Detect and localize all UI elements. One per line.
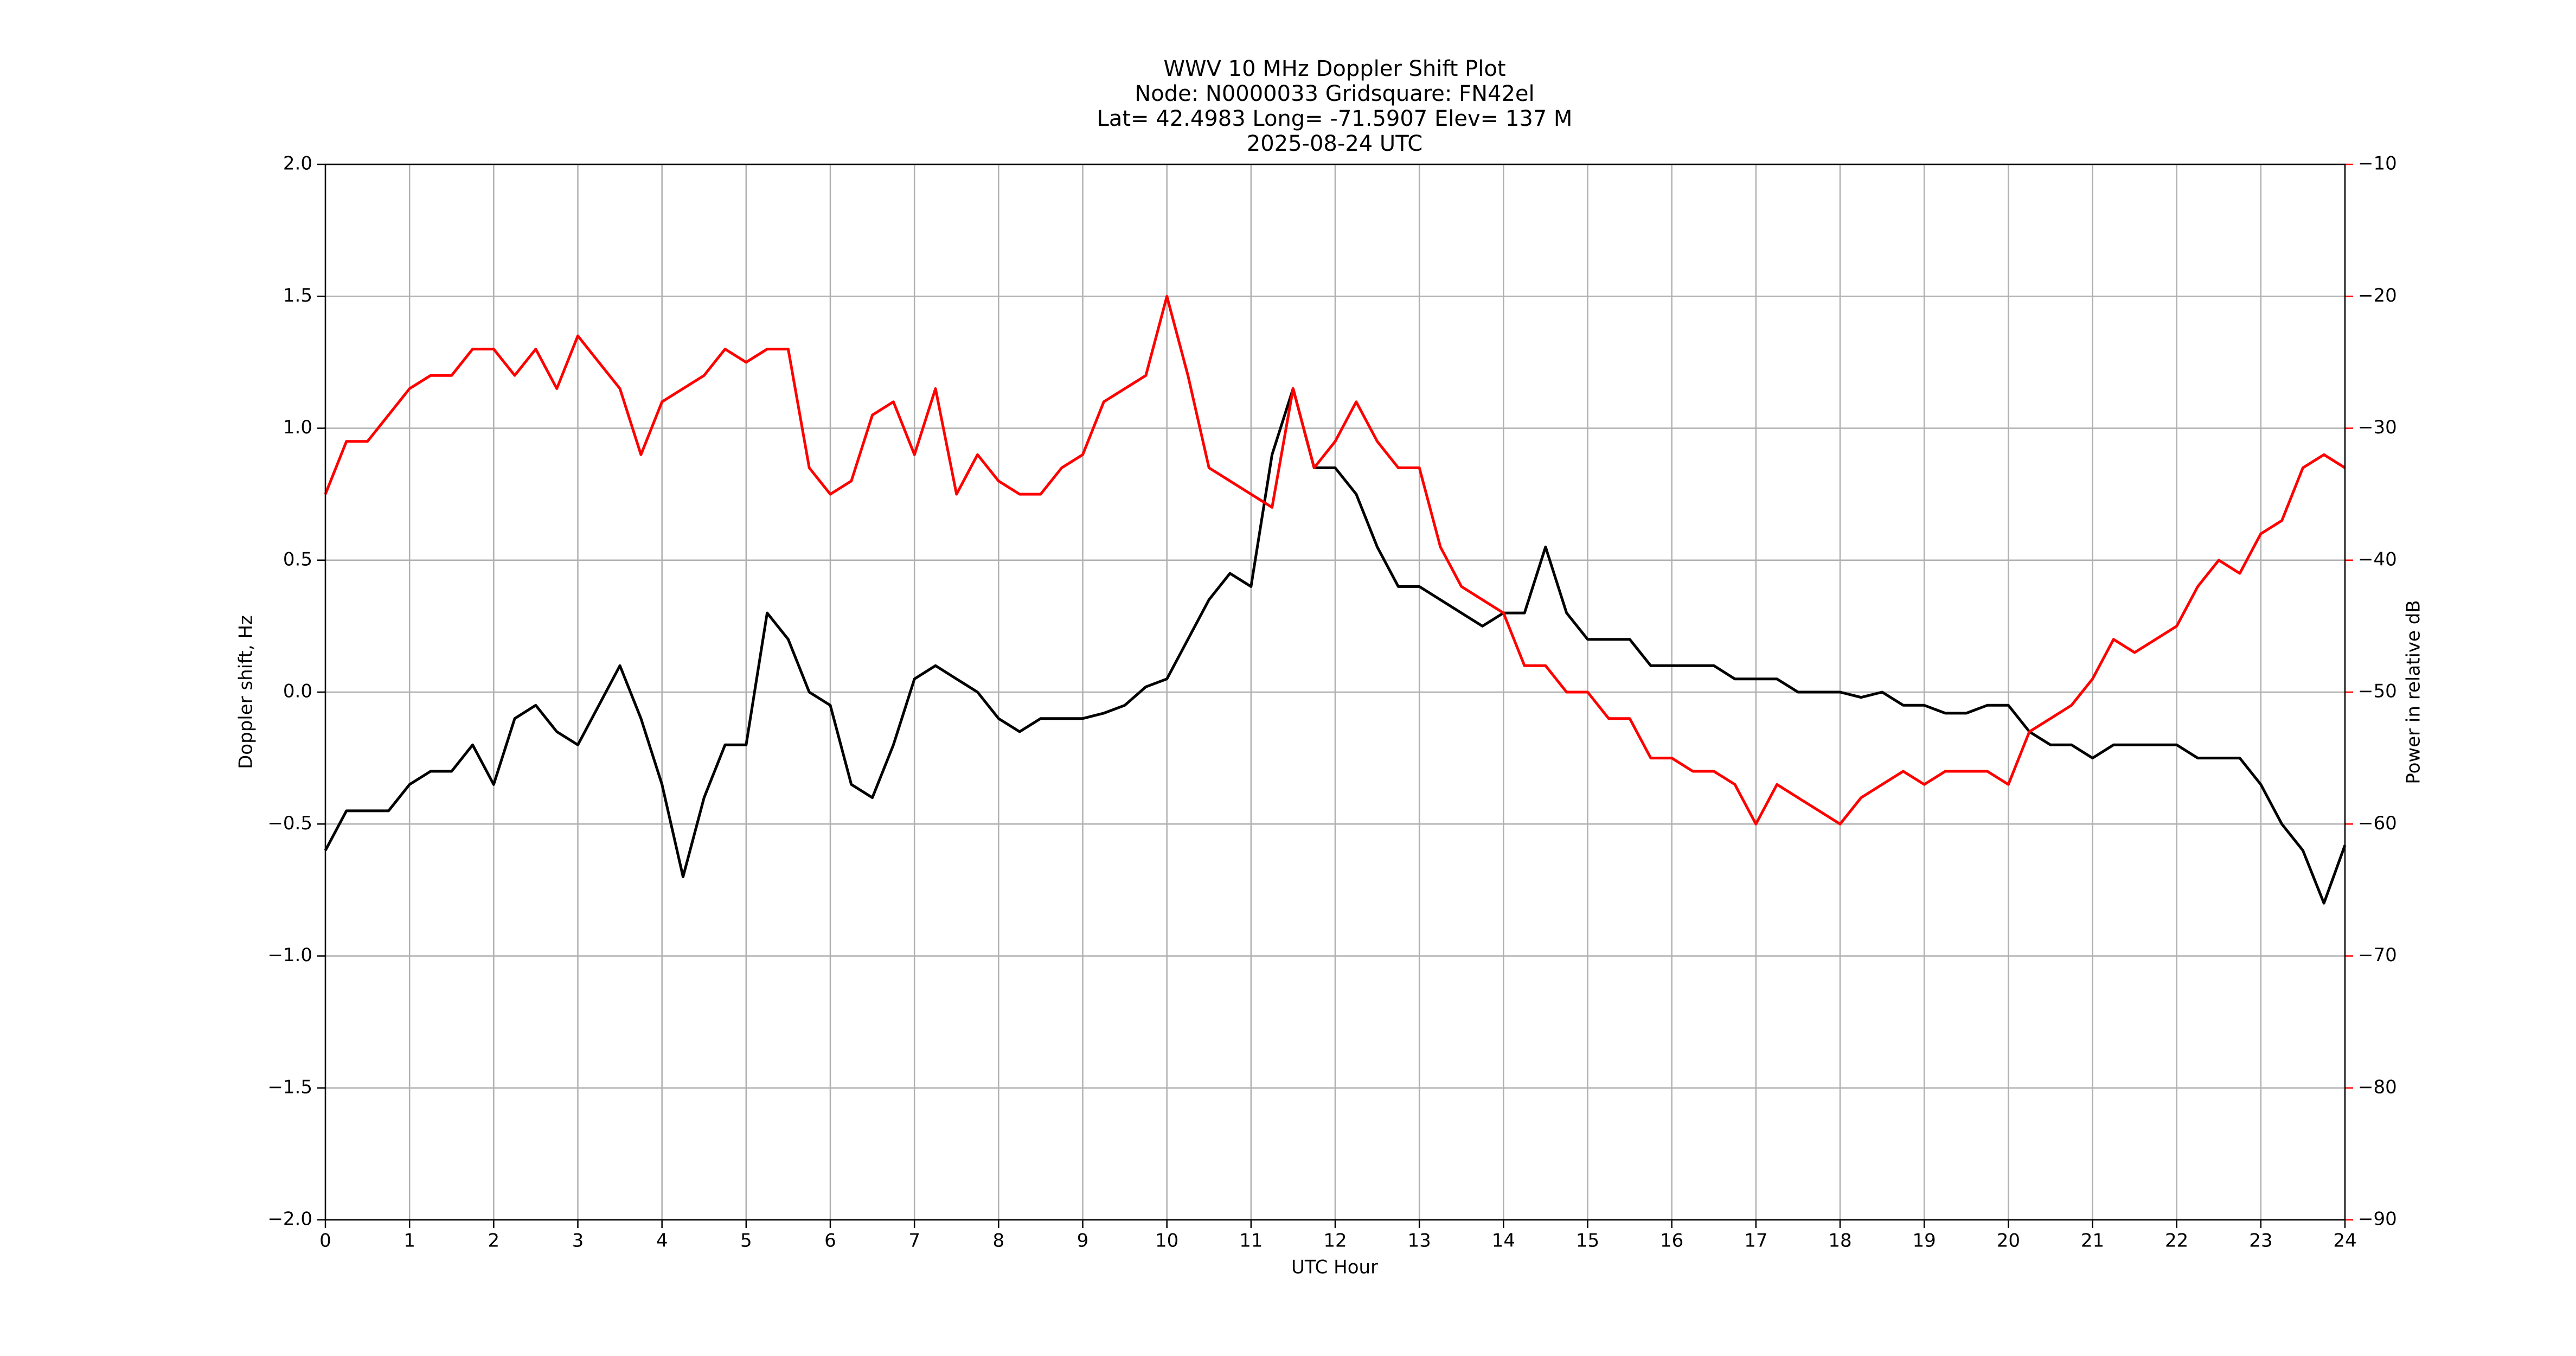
y2-tick-label: −50 <box>2358 681 2397 702</box>
x-tick-label: 21 <box>2081 1230 2104 1252</box>
x-tick-label: 19 <box>1913 1230 1936 1252</box>
x-tick-label: 24 <box>2333 1230 2356 1252</box>
x-tick-label: 5 <box>740 1230 752 1252</box>
y-tick-label: 0.0 <box>283 681 312 702</box>
y-tick-label: −1.0 <box>267 944 312 966</box>
y2-tick-label: −90 <box>2358 1208 2397 1230</box>
x-tick-label: 20 <box>1997 1230 2020 1252</box>
y-tick-label: −2.0 <box>267 1208 312 1230</box>
y-axis-label: Doppler shift, Hz <box>235 615 257 769</box>
x-tick-label: 12 <box>1323 1230 1347 1252</box>
y-tick-label: 2.0 <box>283 153 312 175</box>
y-tick-label: 0.5 <box>283 548 312 570</box>
x-tick-label: 6 <box>824 1230 836 1252</box>
plot-frame <box>324 163 2346 1221</box>
y-tick-label: 1.5 <box>283 285 312 306</box>
chart-title: Lat= 42.4983 Long= -71.5907 Elev= 137 M <box>1097 106 1573 131</box>
x-tick-label: 22 <box>2165 1230 2188 1252</box>
y2-tick-label: −40 <box>2358 548 2397 570</box>
x-tick-label: 23 <box>2249 1230 2272 1252</box>
data-line <box>324 387 2347 905</box>
x-tick-label: 4 <box>656 1230 668 1252</box>
y2-tick-label: −70 <box>2358 944 2397 966</box>
x-axis-label: UTC Hour <box>1291 1257 1378 1278</box>
chart-title: WWV 10 MHz Doppler Shift Plot <box>1163 56 1505 81</box>
y2-tick-label: −80 <box>2358 1076 2397 1098</box>
x-tick-label: 15 <box>1576 1230 1599 1252</box>
x-tick-label: 2 <box>488 1230 500 1252</box>
y2-tick-label: −60 <box>2358 813 2397 834</box>
y-tick-label: −1.5 <box>267 1076 312 1098</box>
x-tick-label: 10 <box>1155 1230 1178 1252</box>
y2-tick-label: −20 <box>2358 285 2397 306</box>
chart-title: Node: N0000033 Gridsquare: FN42el <box>1135 81 1534 106</box>
x-tick-label: 0 <box>319 1230 331 1252</box>
x-tick-label: 7 <box>908 1230 920 1252</box>
x-tick-label: 11 <box>1239 1230 1263 1252</box>
y2-tick-label: −10 <box>2358 153 2397 175</box>
x-tick-label: 13 <box>1408 1230 1431 1252</box>
x-tick-label: 14 <box>1492 1230 1515 1252</box>
y2-axis-label: Power in relative dB <box>2403 600 2425 784</box>
x-tick-label: 8 <box>993 1230 1005 1252</box>
x-tick-label: 9 <box>1077 1230 1089 1252</box>
y-tick-label: 1.0 <box>283 417 312 438</box>
x-tick-label: 1 <box>403 1230 415 1252</box>
x-tick-label: 3 <box>572 1230 584 1252</box>
x-tick-label: 17 <box>1744 1230 1767 1252</box>
y-tick-label: −0.5 <box>267 813 312 834</box>
data-line <box>324 295 2346 826</box>
chart-title: 2025-08-24 UTC <box>1247 131 1422 156</box>
y2-tick-label: −30 <box>2358 417 2397 438</box>
x-tick-label: 18 <box>1828 1230 1851 1252</box>
x-tick-label: 16 <box>1660 1230 1683 1252</box>
